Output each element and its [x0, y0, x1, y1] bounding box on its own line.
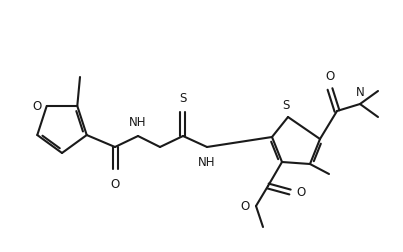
Text: O: O	[241, 200, 250, 213]
Text: O: O	[110, 177, 120, 190]
Text: S: S	[283, 99, 290, 112]
Text: NH: NH	[198, 155, 216, 168]
Text: N: N	[355, 86, 364, 99]
Text: O: O	[296, 186, 305, 199]
Text: O: O	[33, 100, 42, 113]
Text: O: O	[325, 70, 334, 83]
Text: NH: NH	[129, 115, 147, 129]
Text: S: S	[179, 92, 187, 105]
